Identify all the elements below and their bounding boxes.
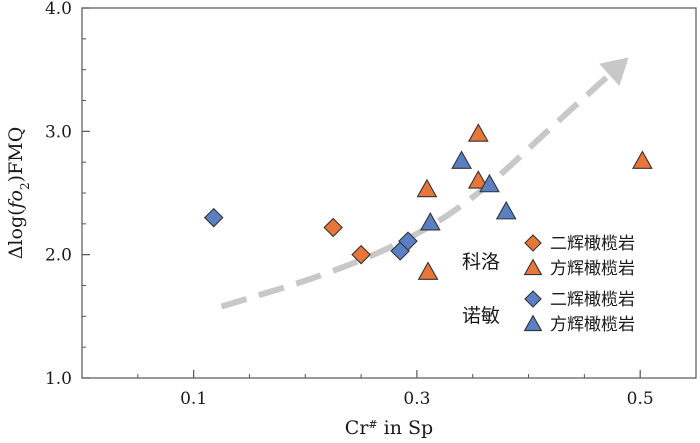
y-tick-label: 4.0 (45, 0, 72, 19)
blue-triangle-point (451, 150, 472, 169)
orange-triangle-point (467, 123, 489, 142)
legend-entry-label: 方辉橄榄岩 (550, 259, 635, 279)
legend-entry-label: 方辉橄榄岩 (550, 315, 635, 335)
orange-diamond-point (323, 217, 343, 238)
x-axis-label: Cr# in Sp (345, 417, 433, 439)
legend-entry-label: 二辉橄榄岩 (550, 290, 635, 310)
blue-triangle-point (479, 173, 500, 193)
orange-triangle-point (467, 170, 489, 189)
blue-diamond-point (398, 231, 418, 251)
x-tick-label: 0.1 (180, 389, 207, 409)
trend-arrow-line (220, 69, 615, 310)
legend-group-label: 诺敏 (462, 305, 500, 327)
blue-triangle-point (495, 200, 517, 220)
orange-triangle-point (417, 261, 439, 280)
y-tick-label: 2.0 (45, 246, 72, 266)
orange-triangle-point (632, 150, 653, 169)
blue-diamond-point (203, 207, 224, 228)
y-tick-label: 1.0 (45, 369, 72, 389)
data-points (203, 123, 653, 280)
ticks: 1.0 2.0 3.0 4.0 0.1 0.3 0.5 (45, 0, 654, 409)
trend-arrow-head (599, 57, 629, 86)
trend-arrow-group (220, 57, 629, 310)
legend-group-label: 科洛 (462, 251, 500, 273)
legend-entry-label: 二辉橄榄岩 (550, 234, 635, 254)
legend-blue-triangle-icon (523, 314, 543, 332)
legend-blue-diamond-icon (524, 290, 542, 308)
x-tick-label: 0.5 (627, 389, 654, 409)
legend-orange-diamond-icon (524, 234, 542, 252)
legend-orange-triangle-icon (523, 258, 543, 276)
x-tick-label: 0.3 (403, 389, 430, 409)
blue-triangle-point (419, 212, 441, 231)
y-axis-label: Δlog(fo2)FMQ (5, 127, 32, 260)
y-tick-label: 3.0 (45, 122, 72, 142)
orange-diamond-point (351, 244, 371, 265)
orange-triangle-point (416, 178, 438, 198)
